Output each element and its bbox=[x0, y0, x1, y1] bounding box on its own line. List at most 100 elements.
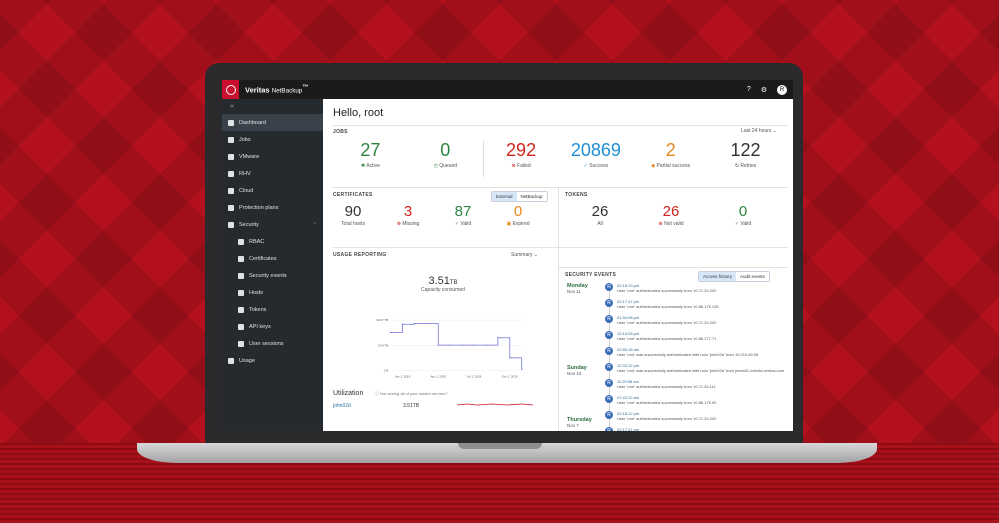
token-stat-valid[interactable]: 0 ✓ Valid bbox=[718, 203, 768, 227]
sidebar-item-cloud[interactable]: Cloud bbox=[222, 182, 323, 199]
security-event-item[interactable]: R 12:14:28 pm User 'root' authenticated su… bbox=[605, 331, 716, 341]
sidebar-item-label: User sessions bbox=[249, 340, 284, 347]
user-badge-icon: R bbox=[605, 395, 613, 403]
sidebar-item-jobs[interactable]: Jobs bbox=[222, 131, 323, 148]
certificate-stat-missing[interactable]: 3 ⊗ Missing bbox=[383, 203, 433, 227]
toggle-audit-events[interactable]: Audit events bbox=[740, 274, 765, 279]
capacity-unit: TB bbox=[449, 280, 458, 286]
certificate-stat-expired[interactable]: 0 ▣ Expired bbox=[493, 203, 543, 227]
job-stat-retries[interactable]: 122 ↻ Retries bbox=[708, 139, 783, 179]
security-event-item[interactable]: R 01:34:08 pm User 'root' authenticated su… bbox=[605, 315, 716, 325]
sidebar-item-hosts[interactable]: Hosts bbox=[222, 284, 323, 301]
sidebar-item-api-keys[interactable]: API keys bbox=[222, 318, 323, 335]
chevron-up-icon[interactable]: ⌃ bbox=[312, 221, 317, 228]
job-stat-queued[interactable]: 0 ◷ Queued bbox=[408, 139, 483, 179]
usage-dropdown-label: Summary bbox=[511, 252, 533, 258]
rbac-icon bbox=[238, 238, 244, 245]
time-range-select[interactable]: Last 24 hours ⌄ bbox=[741, 128, 777, 134]
api-keys-icon bbox=[238, 323, 244, 330]
check-circle-icon: ✓ bbox=[454, 221, 460, 227]
sidebar-item-vmware[interactable]: VMware bbox=[222, 148, 323, 165]
retry-icon: ↻ bbox=[734, 163, 740, 169]
event-time: 02:16:13 pm bbox=[617, 283, 640, 288]
x-tick-label: Jan 1, 2019 bbox=[395, 374, 411, 378]
security-event-item[interactable]: R 02:50:18 am User 'root' was successfully… bbox=[605, 347, 758, 357]
security-event-item[interactable]: R 02:16:13 pm User 'root' authenticated su… bbox=[605, 283, 716, 293]
utilization-title: Utilization bbox=[333, 390, 364, 397]
security-event-item[interactable]: R 07:42:12 am User 'root' authenticated su… bbox=[605, 395, 716, 405]
security-event-item[interactable]: R 12:32:12 pm User 'root' was successfully… bbox=[605, 363, 784, 373]
usage-data-point[interactable] bbox=[413, 322, 415, 325]
toggle-external[interactable]: External bbox=[492, 192, 517, 201]
user-badge-icon: R bbox=[605, 427, 613, 431]
security-events-title: SECURITY EVENTS bbox=[565, 272, 617, 278]
usage-data-point[interactable] bbox=[521, 368, 523, 371]
security-event-item[interactable]: R 11:20:58 am User 'root' authenticated su… bbox=[605, 379, 716, 389]
usage-data-point[interactable] bbox=[509, 357, 511, 359]
user-badge-icon: R bbox=[605, 347, 613, 355]
usage-data-point[interactable] bbox=[485, 344, 487, 346]
security-events-toggle[interactable]: Access history Audit events bbox=[698, 271, 770, 282]
job-stat-active[interactable]: 27 ✱ Active bbox=[333, 139, 408, 179]
job-count: 27 bbox=[360, 140, 381, 160]
job-stat-failed[interactable]: 292 ⊗ Failed bbox=[484, 139, 559, 179]
toggle-access-history[interactable]: Access history bbox=[699, 272, 737, 281]
event-day: Thursday bbox=[567, 417, 592, 423]
sidebar-item-security-events[interactable]: Security events bbox=[222, 267, 323, 284]
token-stat-not-valid[interactable]: 26 ⊗ Not valid bbox=[646, 203, 696, 227]
token-stat-all[interactable]: 26 All bbox=[575, 203, 625, 227]
utilization-hint[interactable]: ⓘ Not seeing all of your master servers? bbox=[375, 391, 448, 396]
avatar[interactable]: R bbox=[777, 84, 787, 95]
usage-data-point[interactable] bbox=[497, 337, 499, 339]
utilization-host-link[interactable]: john02d bbox=[333, 403, 351, 409]
usage-line-chart: 19.07 TB 9.54 TB 0 B Jan 1, 2019 Apr 1, 2019… bbox=[376, 318, 523, 378]
event-time: 02:50:18 am bbox=[617, 347, 640, 352]
main-content: Hello, root JOBS Last 24 hours ⌄ 27 ✱ Act… bbox=[323, 99, 793, 431]
job-stat-partial-success[interactable]: 2 ◆ Partial success bbox=[633, 139, 708, 179]
sidebar-item-user-sessions[interactable]: User sessions bbox=[222, 335, 323, 352]
usage-data-point[interactable] bbox=[461, 344, 463, 346]
y-tick-label: 19.07 TB bbox=[376, 318, 388, 322]
help-icon[interactable]: ? bbox=[746, 86, 751, 93]
usage-data-point[interactable] bbox=[425, 322, 427, 325]
sidebar-item-certificates[interactable]: Certificates bbox=[222, 250, 323, 267]
sidebar-item-protection-plans[interactable]: Protection plans bbox=[222, 199, 323, 216]
sidebar-item-rhv[interactable]: RHV bbox=[222, 165, 323, 182]
certificate-stat-total-hosts[interactable]: 90 Total hosts bbox=[328, 203, 378, 227]
security-event-item[interactable]: R 02:18:12 pm User 'root' authenticated su… bbox=[605, 411, 716, 421]
veritas-logo-icon[interactable] bbox=[222, 80, 239, 99]
jobs-title: JOBS bbox=[333, 129, 348, 135]
event-time: 02:17:47 pm bbox=[617, 427, 640, 431]
usage-data-point[interactable] bbox=[401, 323, 404, 325]
job-label: Success bbox=[589, 163, 609, 169]
sidebar-item-usage[interactable]: Usage bbox=[222, 352, 323, 369]
sidebar-item-label: RHV bbox=[239, 170, 251, 177]
event-text: User 'root' authenticated successfully f… bbox=[617, 400, 717, 405]
job-label: Retries bbox=[740, 163, 757, 169]
sidebar-item-dashboard[interactable]: Dashboard bbox=[222, 114, 323, 131]
sidebar-item-label: RBAC bbox=[249, 238, 265, 245]
gear-icon[interactable]: ⚙ bbox=[760, 86, 767, 94]
certificate-stat-valid[interactable]: 87 ✓ Valid bbox=[438, 203, 488, 227]
certificate-type-toggle[interactable]: External NetBackup bbox=[491, 191, 548, 202]
sidebar-item-tokens[interactable]: Tokens bbox=[222, 301, 323, 318]
event-day-header: Thursday Nov 7 bbox=[567, 417, 592, 428]
certificate-count: 87 bbox=[454, 203, 472, 220]
sidebar-item-security[interactable]: Security ⌃ bbox=[222, 216, 323, 233]
user-sessions-icon bbox=[238, 340, 244, 347]
usage-data-point[interactable] bbox=[473, 344, 475, 346]
usage-data-point[interactable] bbox=[437, 344, 439, 346]
event-text: User 'root' was successfully authenticat… bbox=[617, 352, 759, 357]
usage-data-point[interactable] bbox=[389, 331, 392, 334]
usage-dropdown[interactable]: Summary ⌄ bbox=[511, 252, 538, 258]
collapse-sidebar-icon[interactable]: « bbox=[230, 103, 234, 110]
toggle-netbackup[interactable]: NetBackup bbox=[520, 194, 543, 199]
sidebar-item-rbac[interactable]: RBAC bbox=[222, 233, 323, 250]
job-stat-success[interactable]: 20869 ✓ Success bbox=[558, 139, 633, 179]
usage-data-point[interactable] bbox=[449, 344, 451, 346]
job-label: Queued bbox=[439, 163, 458, 169]
product-name: NetBackup bbox=[271, 87, 303, 95]
sidebar-item-label: API keys bbox=[249, 323, 271, 330]
